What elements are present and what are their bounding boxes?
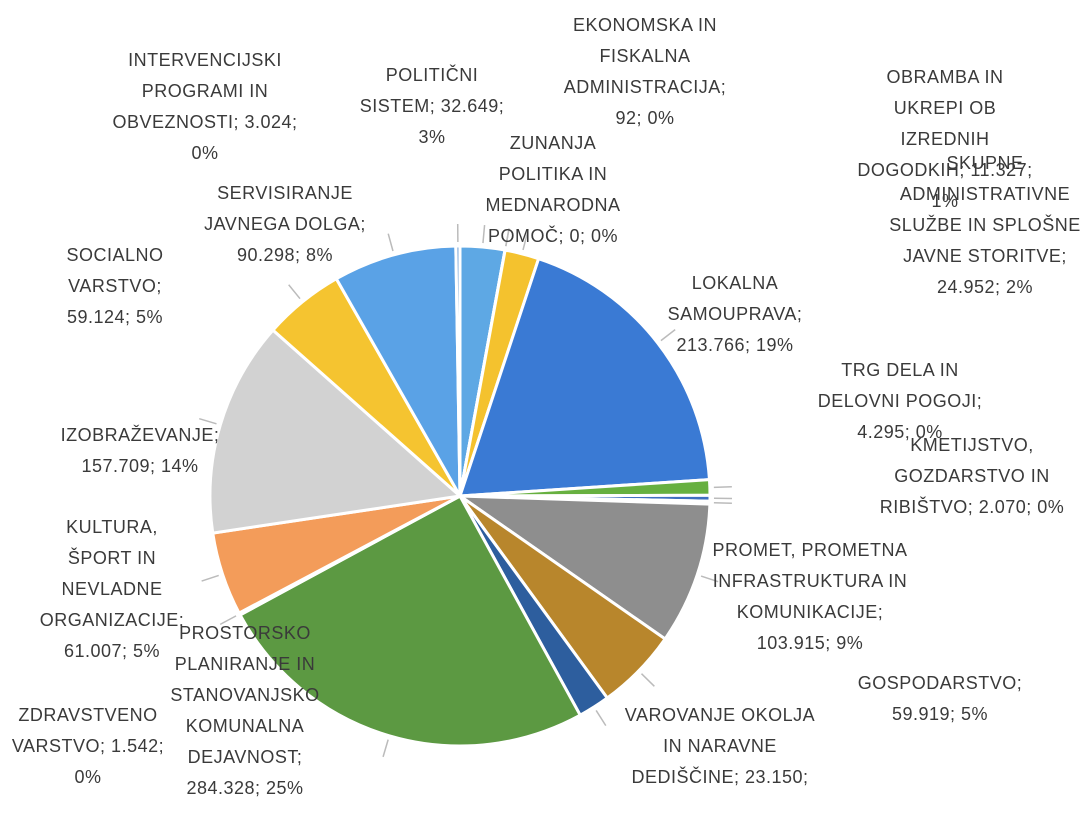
leader-line <box>505 228 510 247</box>
data-label: PROSTORSKO PLANIRANJE IN STANOVANJSKO KO… <box>170 623 320 798</box>
leader-line <box>482 225 486 244</box>
data-label: SERVISIRANJE JAVNEGA DOLGA; 90.298; 8% <box>204 183 366 265</box>
pie-slice <box>208 328 464 535</box>
leader-line <box>713 485 732 489</box>
leader-line <box>288 284 301 300</box>
data-label: KMETIJSTVO, GOZDARSTVO IN RIBIŠTVO; 2.07… <box>879 435 1065 517</box>
data-label: IZOBRAŽEVANJE; 157.709; 14% <box>60 425 220 476</box>
pie-slice <box>454 244 462 497</box>
data-label: POLITIČNI SISTEM; 32.649; 3% <box>359 65 505 147</box>
leader-line <box>595 710 607 727</box>
data-label: VAROVANJE OKOLJA IN NARAVNE DEDIŠČINE; 2… <box>624 705 816 787</box>
data-label: LOKALNA SAMOUPRAVA; 213.766; 19% <box>667 273 803 355</box>
data-label: KULTURA, ŠPORT IN NEVLADNE ORGANIZACIJE;… <box>39 517 185 661</box>
pie-slice <box>238 493 583 748</box>
data-label: INTERVENCIJSKI PROGRAMI IN OBVEZNOSTI; 3… <box>112 50 298 163</box>
leader-line <box>219 615 237 626</box>
leader-line <box>660 329 676 342</box>
leader-line <box>522 232 529 251</box>
pie-slice <box>457 256 712 498</box>
data-label: SKUPNE ADMINISTRATIVNE SLUŽBE IN SPLOŠNE… <box>889 153 1081 297</box>
data-label: ZUNANJA POLITIKA IN MEDNARODNA POMOČ; 0;… <box>485 133 621 246</box>
leader-line <box>700 575 719 583</box>
data-label: ZDRAVSTVENO VARSTVO; 1.542; 0% <box>11 705 165 787</box>
leader-line <box>387 233 394 252</box>
data-label: EKONOMSKA IN FISKALNA ADMINISTRACIJA; 92… <box>563 15 727 128</box>
data-label: OBRAMBA IN UKREPI OB IZREDNIH DOGODKIH; … <box>857 67 1033 211</box>
leader-line <box>201 574 219 582</box>
leader-line <box>382 739 389 758</box>
leader-line <box>640 673 655 687</box>
data-label: SOCIALNO VARSTVO; 59.124; 5% <box>66 245 164 327</box>
pie-slice <box>334 244 462 497</box>
data-label: PROMET, PROMETNA INFRASTRUKTURA IN KOMUN… <box>712 540 908 653</box>
leader-line <box>199 417 217 425</box>
pie-slice <box>454 494 712 642</box>
data-label: GOSPODARSTVO; 59.919; 5% <box>857 673 1023 724</box>
data-label: TRG DELA IN DELOVNI POGOJI; 4.295; 0% <box>817 360 983 442</box>
